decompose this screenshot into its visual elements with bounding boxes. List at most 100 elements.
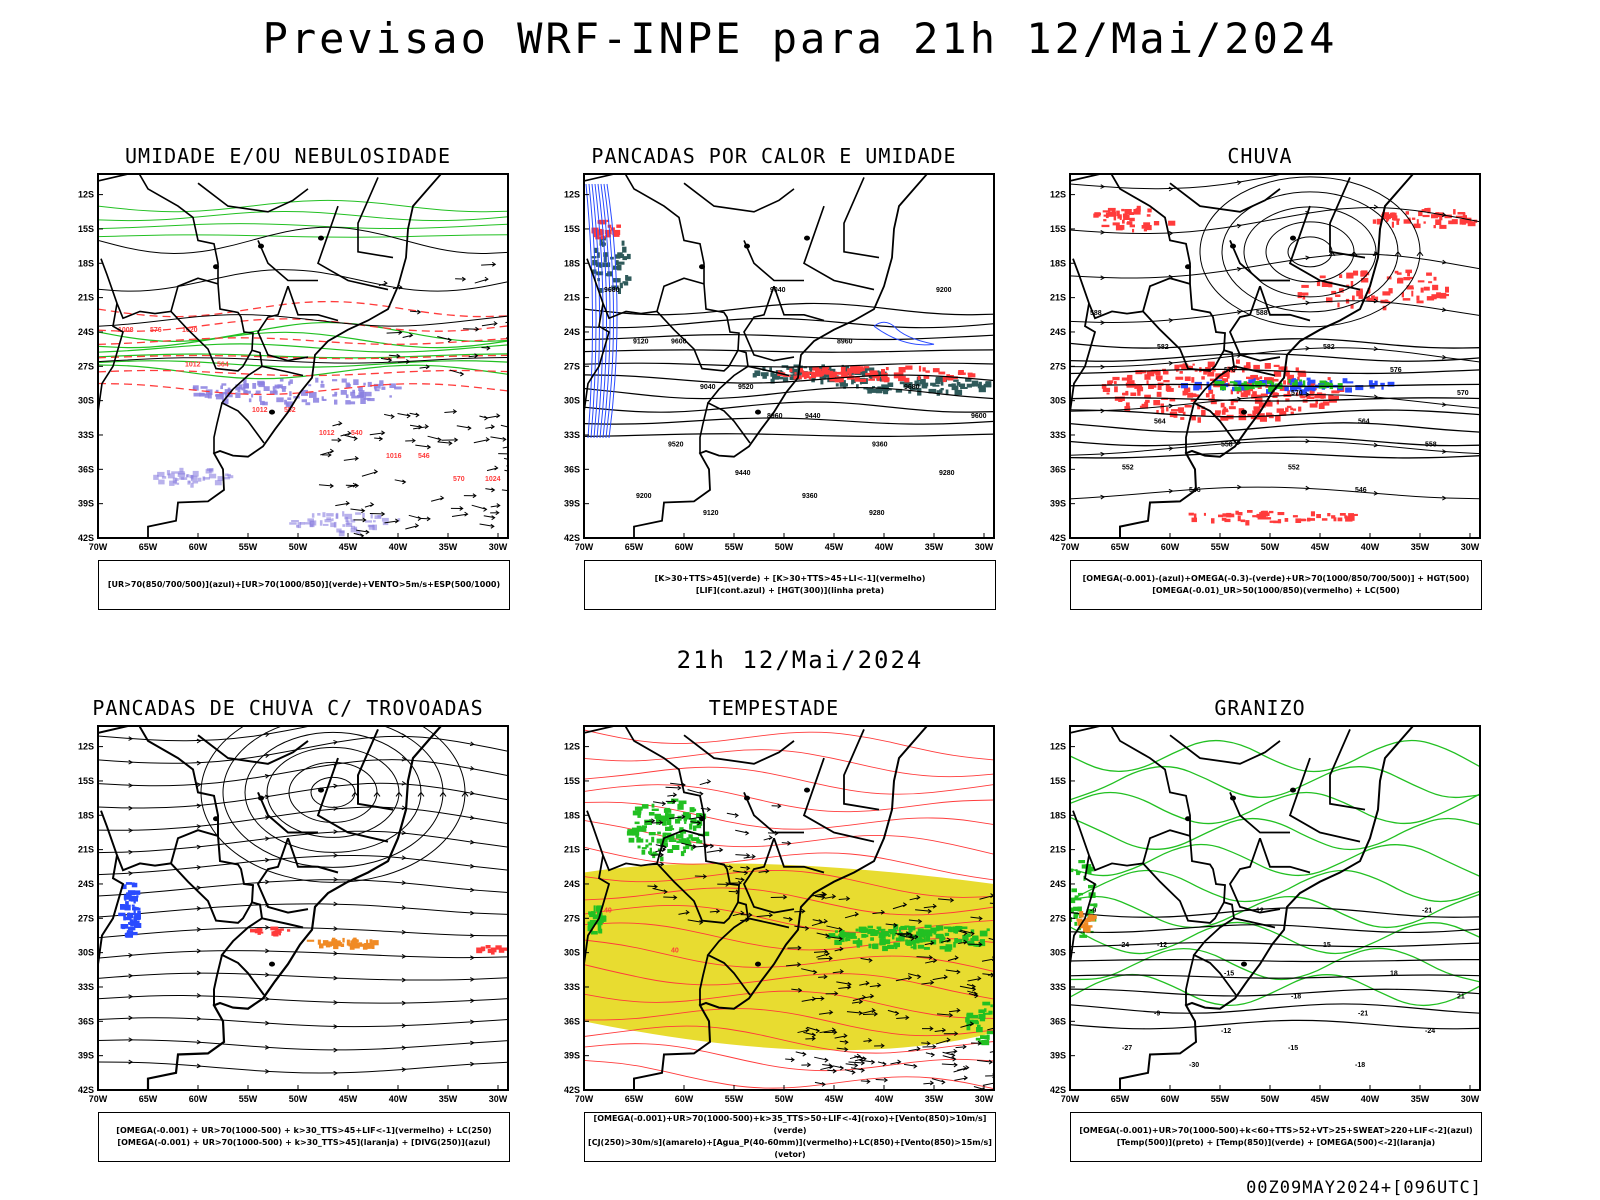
rain-area-red (1391, 212, 1395, 216)
border-line (1070, 303, 1097, 442)
streamline (1070, 174, 1480, 190)
lat-tick-label: 30S (564, 948, 580, 958)
wind-850-area-green (689, 807, 695, 813)
streamline (98, 903, 508, 918)
rain-area-red (1213, 413, 1221, 416)
temp-850-contour (1070, 816, 1480, 851)
lake (269, 409, 275, 415)
wind-vector-head (513, 319, 516, 323)
wind-vector-head (831, 1027, 837, 1033)
instability-patch-green (869, 374, 873, 380)
rain-area-red (1445, 286, 1449, 293)
wind-vector (415, 444, 431, 448)
wind-850-area-green (977, 1025, 981, 1031)
thunderstorm-area-orange (366, 939, 369, 944)
rain-area-red (1168, 220, 1176, 226)
instability-patch-green (772, 374, 778, 377)
wind-vector-head (860, 1060, 866, 1066)
instability-patch-green (971, 380, 979, 387)
wind-850-area-green (589, 920, 597, 923)
wind-vector (388, 354, 400, 357)
wind-850-area-green (683, 849, 686, 853)
instability-patch-red (782, 374, 791, 377)
divergence-area-blue (122, 884, 127, 890)
temp-850-contour (1070, 765, 1480, 801)
streamline-arrow (264, 857, 270, 863)
rain-area-red (1114, 386, 1118, 393)
wind-vector-head (345, 500, 350, 506)
streamline-arrow (1168, 446, 1174, 451)
lon-tick-label: 45W (825, 542, 844, 552)
lake (804, 787, 810, 793)
border-line (699, 954, 709, 1006)
instability-patch-green (889, 388, 892, 391)
omega-area-green (1218, 381, 1225, 385)
humidity-upper-patch (374, 389, 380, 392)
instability-patch-green (611, 285, 619, 290)
contour-line (98, 360, 508, 368)
wind-850-area-green (845, 936, 853, 939)
streamline-arrow (1100, 364, 1106, 370)
wind-vector (948, 1009, 960, 1013)
instability-patch-green (617, 261, 625, 265)
circulation-ring (222, 726, 444, 868)
instability-patch-green (985, 381, 988, 385)
legend-umidade: [UR>70(850/700/500)](azul)+[UR>70(1000/8… (98, 560, 510, 610)
map-frame (1069, 725, 1481, 1091)
instability-patch-green (622, 256, 627, 261)
wind-850-area-green (632, 829, 640, 836)
rain-area-red (1349, 515, 1355, 521)
water-vapor-contour (584, 904, 994, 933)
rain-area-red (1236, 390, 1240, 394)
rain-area-red (1171, 409, 1178, 412)
wind-850-area-green (678, 800, 687, 805)
wind-850-area-green (917, 944, 925, 949)
humidity-upper-patch (215, 394, 222, 397)
humidity-upper-patch (304, 522, 311, 525)
instability-patch-green (617, 252, 623, 255)
border-line (100, 258, 219, 320)
humidity-upper-patch (259, 395, 262, 402)
rain-area-red (1350, 281, 1354, 287)
temp-850-contour-detail (1083, 864, 1086, 867)
humidity-upper-patch (161, 476, 167, 479)
rain-area-red (1148, 385, 1154, 389)
humidity-upper-patch (322, 398, 327, 401)
instability-patch-red (932, 368, 940, 373)
wind-850-area-green (980, 1035, 988, 1040)
lat-tick-label: 27S (564, 361, 580, 371)
border-line (699, 402, 709, 454)
wind-vector-head (933, 958, 938, 963)
wind-vector-head (467, 425, 472, 431)
rain-area-red (1197, 405, 1201, 410)
rain-area-red (1407, 270, 1410, 277)
humidity-upper-patch (326, 513, 334, 517)
instability-patch-green (791, 368, 798, 373)
humidity-upper-patch (181, 477, 188, 480)
lon-tick-label: 55W (725, 542, 744, 552)
border-line (747, 365, 790, 377)
rain-area-red (1191, 415, 1196, 421)
wind-vector (977, 1059, 993, 1063)
streamline-arrow (1100, 494, 1106, 500)
wind-vector (678, 911, 689, 915)
border-line (584, 303, 610, 441)
wind-850-area-green (631, 827, 639, 831)
wind-850-area-green (637, 809, 642, 814)
streamline-arrow (469, 790, 475, 796)
wind-vector (921, 1042, 930, 1044)
humidity-upper-patch (192, 470, 199, 477)
lifted-index-contour (588, 183, 597, 439)
wind-850-area-green (636, 838, 644, 843)
instability-patch-red (942, 376, 947, 383)
instability-patch-green (856, 384, 859, 389)
omega-area-blue (1194, 381, 1202, 385)
humidity-upper-patch (272, 386, 276, 390)
wind-vector-head (777, 803, 782, 809)
contour-label: 12 (1256, 908, 1264, 915)
wind-vector (709, 910, 720, 913)
wind-850-area-green (945, 944, 953, 950)
rain-area-red (1319, 275, 1326, 279)
omega-area-orange (1079, 921, 1083, 925)
rain-area-red (1252, 515, 1260, 518)
